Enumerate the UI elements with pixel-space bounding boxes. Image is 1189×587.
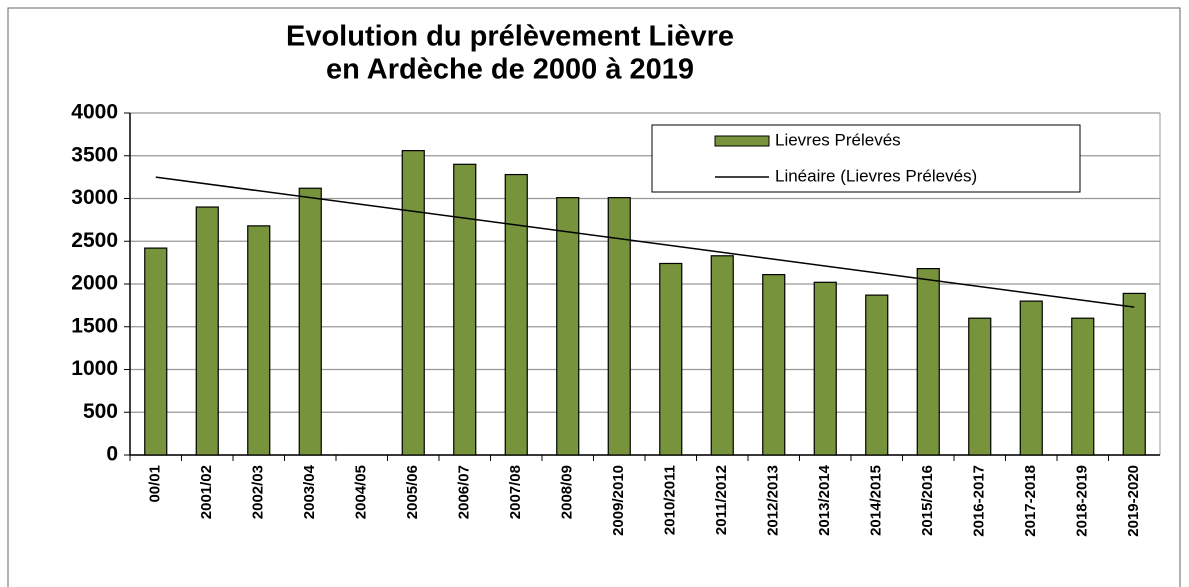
bar	[195, 206, 219, 456]
y-tick-label: 0	[106, 443, 118, 466]
bar	[144, 247, 168, 456]
x-tick-label: 2012/2013	[765, 465, 782, 536]
legend-label: Linéaire (Lievres Prélevés)	[775, 166, 977, 185]
x-tick-label: 2011/2012	[713, 465, 730, 535]
bar	[813, 281, 837, 456]
bar	[762, 273, 786, 456]
chart-title: Evolution du prélèvement Lièvre	[286, 21, 734, 53]
bar	[504, 173, 528, 456]
x-tick-label: 2003/04	[301, 464, 318, 519]
y-tick-label: 1500	[71, 314, 118, 337]
x-tick-label: 2005/06	[404, 465, 421, 519]
bar	[968, 317, 992, 456]
legend-label: Lievres Prélevés	[775, 130, 901, 149]
y-tick-label: 4000	[71, 101, 118, 124]
y-tick-label: 2000	[71, 272, 118, 295]
bar	[1122, 292, 1146, 456]
x-tick-label: 2007/08	[507, 465, 524, 519]
bar	[453, 163, 477, 456]
x-tick-label: 2014/2015	[868, 465, 885, 536]
chart-title: en Ardèche de 2000 à 2019	[326, 54, 694, 86]
bar	[247, 225, 271, 456]
bar	[710, 255, 734, 456]
y-tick-label: 3500	[71, 143, 118, 166]
bar	[1019, 300, 1043, 456]
x-tick-label: 2018-2019	[1074, 465, 1091, 537]
x-tick-label: 2017-2018	[1022, 465, 1039, 537]
x-tick-label: 2001/02	[198, 465, 215, 519]
y-tick-label: 3000	[71, 186, 118, 209]
bar	[916, 268, 940, 456]
bar	[298, 187, 322, 456]
y-tick-label: 500	[83, 400, 118, 423]
frame	[7, 7, 1181, 587]
x-tick-label: 2010/2011	[662, 465, 679, 535]
x-tick-label: 2008/09	[559, 465, 576, 519]
bar	[1071, 317, 1095, 456]
bar	[401, 150, 425, 456]
x-tick-label: 2013/2014	[816, 464, 833, 536]
trend-line	[155, 176, 1135, 308]
legend-swatch	[714, 135, 770, 147]
bar	[659, 262, 683, 456]
y-tick-label: 2500	[71, 229, 118, 252]
x-tick-label: 2006/07	[456, 465, 473, 519]
x-tick-label: 2004/05	[353, 465, 370, 519]
y-tick-label: 1000	[71, 357, 118, 380]
x-tick-label: 2002/03	[250, 465, 267, 519]
bar	[865, 294, 889, 456]
bar	[607, 197, 631, 456]
x-tick-label: 2009/2010	[610, 465, 627, 536]
x-tick-label: 00/01	[147, 465, 164, 503]
bar	[556, 197, 580, 456]
x-tick-label: 2016-2017	[971, 465, 988, 537]
x-tick-label: 2019-2020	[1125, 465, 1142, 537]
x-tick-label: 2015/2016	[919, 465, 936, 536]
